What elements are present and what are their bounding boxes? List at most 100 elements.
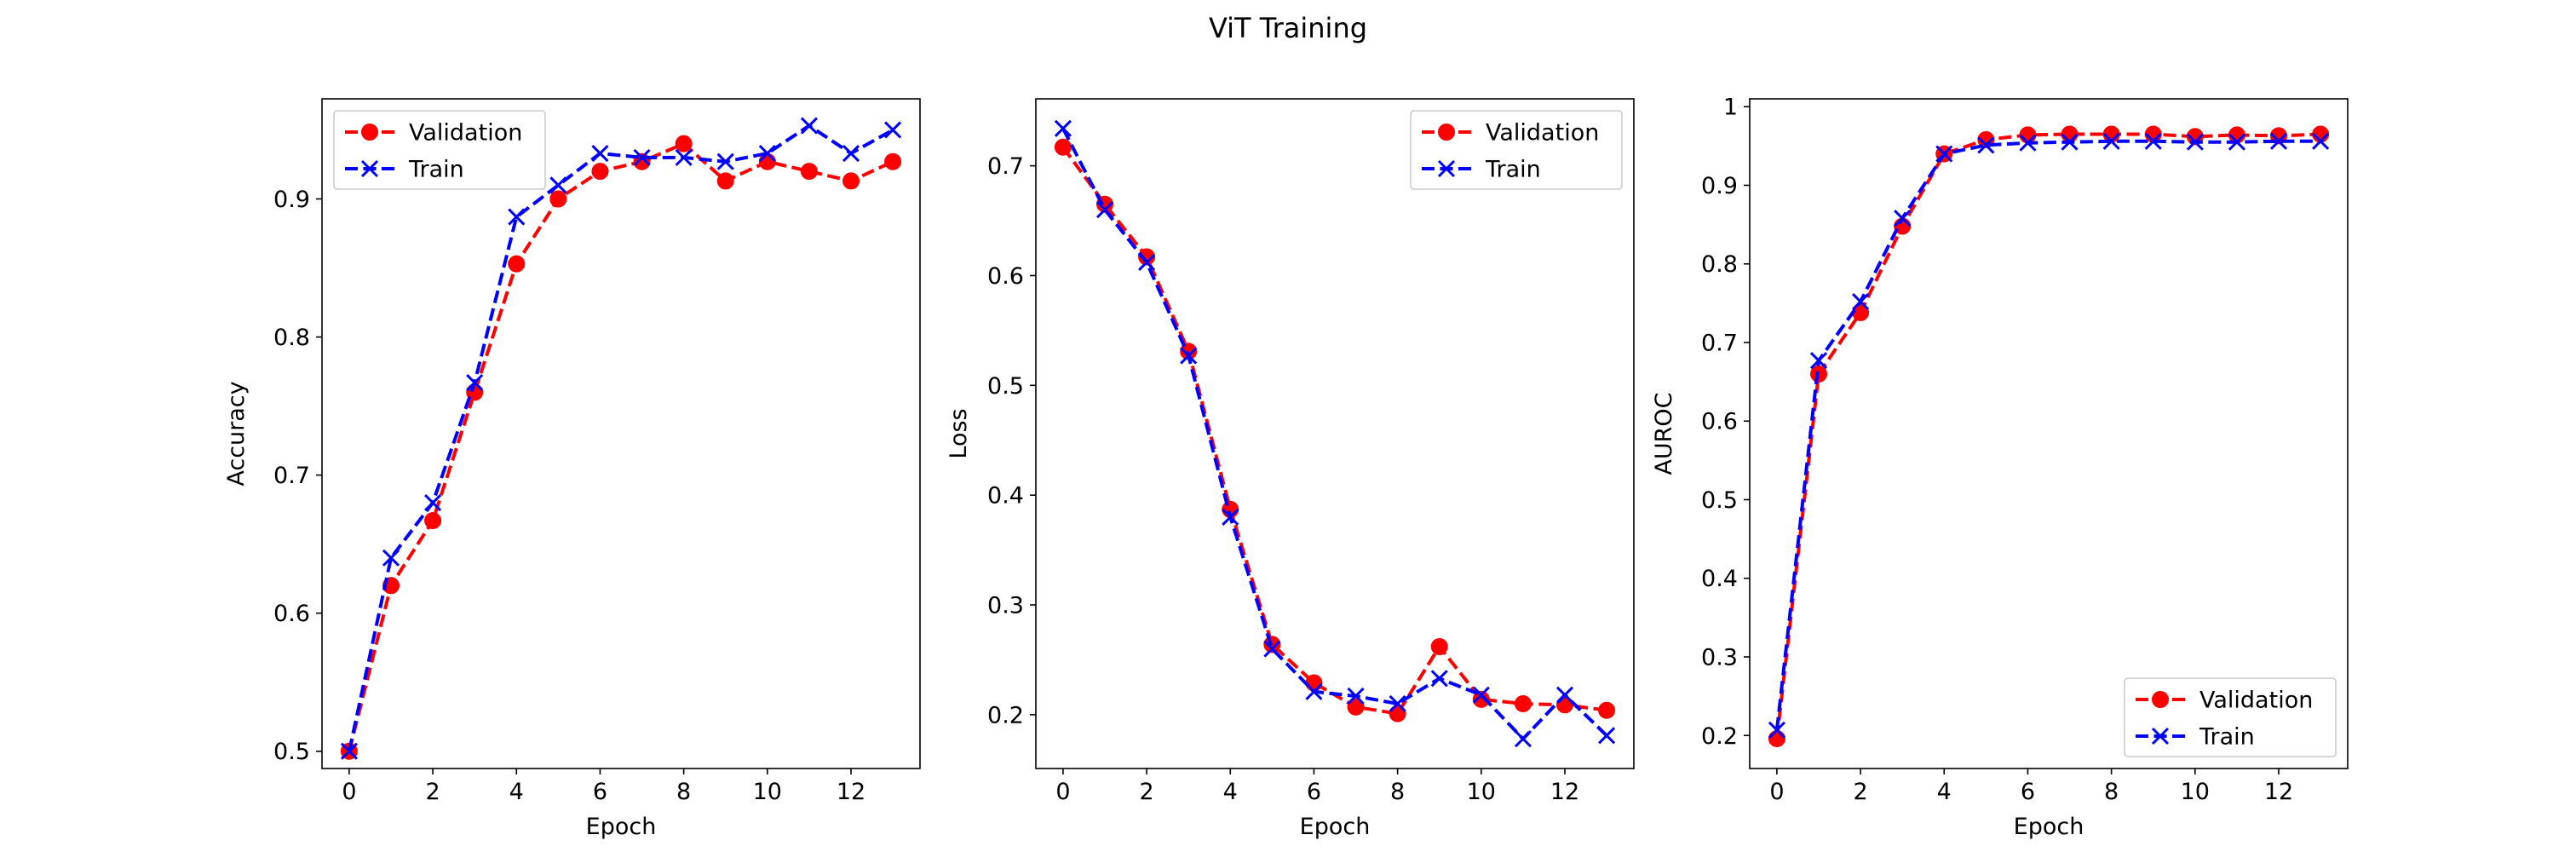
legend-label-validation: Validation xyxy=(1486,120,1599,147)
y-tick-label: 0.4 xyxy=(1701,566,1738,592)
data-point-train xyxy=(2269,132,2288,150)
data-point-validation xyxy=(2061,125,2079,143)
data-point-train xyxy=(2019,134,2037,152)
data-point-validation xyxy=(1054,138,1072,156)
y-tick-label: 0.8 xyxy=(1701,251,1738,278)
legend-label-validation: Validation xyxy=(2199,688,2313,714)
data-point-train xyxy=(1222,508,1239,526)
data-point-train xyxy=(2186,133,2204,151)
data-point-train xyxy=(1852,292,1870,311)
data-point-train xyxy=(2102,132,2120,150)
data-point-train xyxy=(1347,687,1365,705)
data-point-validation xyxy=(424,512,442,530)
axes-frame xyxy=(1035,98,1635,769)
axes-frame xyxy=(1749,98,2349,769)
legend-marker-validation xyxy=(2152,691,2169,708)
y-axis-label: Accuracy xyxy=(223,381,250,486)
data-point-train xyxy=(2144,132,2162,150)
y-axis-label: AUROC xyxy=(1651,392,1677,475)
legend-label-train: Train xyxy=(1485,157,1541,183)
x-tick-label: 2 xyxy=(425,779,440,805)
figure-title: ViT Training xyxy=(1209,12,1367,44)
data-point-train xyxy=(800,117,818,135)
x-tick-label: 10 xyxy=(1467,779,1496,805)
data-point-validation xyxy=(1514,694,1532,712)
legend-marker-train xyxy=(360,159,379,178)
series-line-train xyxy=(1774,139,2321,731)
y-tick-label: 0.5 xyxy=(987,373,1024,400)
y-tick-label: 0.5 xyxy=(273,739,310,765)
legend-label-validation: Validation xyxy=(409,120,522,147)
y-tick-label: 0.9 xyxy=(273,187,310,213)
data-point-validation xyxy=(1305,674,1323,692)
y-tick-label: 0.7 xyxy=(1701,330,1738,356)
x-tick-label: 6 xyxy=(2021,779,2035,805)
series-line-train xyxy=(347,124,894,752)
data-point-train xyxy=(1894,210,1912,227)
y-tick-label: 0.4 xyxy=(987,483,1024,509)
x-tick-label: 4 xyxy=(1223,779,1238,805)
x-tick-label: 6 xyxy=(593,779,607,805)
x-axis-label: Epoch xyxy=(586,814,657,840)
data-point-validation xyxy=(675,135,693,153)
data-point-train xyxy=(1514,730,1532,748)
data-point-train xyxy=(1263,640,1281,658)
data-point-train xyxy=(549,176,567,194)
legend-label-train: Train xyxy=(408,157,464,183)
x-tick-label: 6 xyxy=(1307,779,1321,805)
data-point-validation xyxy=(1430,637,1448,655)
data-point-train xyxy=(1768,721,1785,739)
data-point-train xyxy=(716,153,734,170)
x-axis-label: Epoch xyxy=(2014,814,2084,840)
y-tick-label: 0.9 xyxy=(1701,173,1738,199)
data-point-train xyxy=(2061,133,2079,151)
y-tick-label: 0.6 xyxy=(273,601,310,627)
data-point-validation xyxy=(1472,690,1490,708)
y-tick-label: 0.6 xyxy=(987,263,1024,290)
data-point-validation xyxy=(1768,729,1785,747)
y-tick-label: 0.6 xyxy=(1701,409,1738,435)
data-point-train xyxy=(1054,119,1072,137)
series-group xyxy=(340,117,902,760)
data-point-train xyxy=(1935,145,1953,163)
x-tick-label: 2 xyxy=(1853,779,1867,805)
data-point-train xyxy=(1809,352,1828,370)
data-point-train xyxy=(884,121,902,139)
data-point-train xyxy=(633,148,651,166)
y-tick-label: 0.5 xyxy=(1701,487,1738,514)
x-tick-label: 0 xyxy=(1769,779,1784,805)
subplots: 0 2 4 6 8 10 120.50.60.70.80.9EpochAccuracyVal… xyxy=(223,95,2349,840)
data-point-train xyxy=(382,549,400,567)
x-tick-label: 12 xyxy=(2264,779,2293,805)
y-tick-label: 0.3 xyxy=(987,593,1024,619)
data-point-train xyxy=(842,144,860,163)
data-point-train xyxy=(424,493,442,512)
x-tick-label: 8 xyxy=(676,779,691,805)
subplot-auroc: 0 2 4 6 8 10 12 0.2 0.3 0.4 0.5 0.6 0.7 0.8 0.9 1 Epoch A… xyxy=(1651,95,2349,840)
x-tick-label: 4 xyxy=(509,779,524,805)
data-point-train xyxy=(1555,686,1574,704)
data-point-train xyxy=(1977,136,1995,154)
legend-marker-validation xyxy=(361,124,378,141)
subplot-loss: 0 2 4 6 8 10 12 0.2 0.3 0.4 0.5 0.6 0.7 Epoch Loss Vali… xyxy=(946,98,1635,840)
data-point-validation xyxy=(884,153,902,170)
data-point-validation xyxy=(508,255,526,273)
data-point-train xyxy=(1180,347,1198,365)
data-point-train xyxy=(1305,682,1323,700)
y-tick-label: 0.8 xyxy=(273,325,310,351)
x-tick-label: 10 xyxy=(2181,779,2210,805)
x-tick-label: 2 xyxy=(1139,779,1153,805)
legend-marker-train xyxy=(1437,159,1456,178)
data-point-train xyxy=(2312,132,2330,150)
data-point-train xyxy=(675,148,693,166)
y-tick-label: 0.7 xyxy=(273,463,310,489)
data-point-train xyxy=(1430,670,1448,688)
data-point-validation xyxy=(716,172,734,190)
y-tick-label: 1 xyxy=(1723,95,1738,121)
y-tick-label: 0.2 xyxy=(1701,723,1738,750)
data-point-train xyxy=(340,742,358,760)
data-point-validation xyxy=(1347,698,1365,716)
y-tick-label: 0.7 xyxy=(987,153,1024,180)
data-point-train xyxy=(1138,253,1156,272)
x-tick-label: 8 xyxy=(2104,779,2119,805)
